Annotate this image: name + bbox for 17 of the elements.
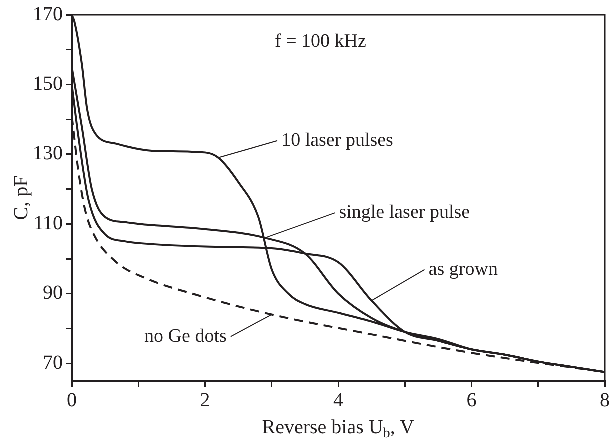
x-tick-label: 8 <box>600 389 610 412</box>
annotation: f = 100 kHz <box>275 30 366 52</box>
y-tick-label: 110 <box>34 212 63 234</box>
x-tick-label: 6 <box>466 389 477 412</box>
text: as grown <box>428 258 498 280</box>
y-tick-label: 170 <box>33 3 63 26</box>
y-tick-label: 150 <box>33 72 63 95</box>
y-tick-label: 70 <box>43 352 63 374</box>
legend-label: single laser pulse <box>339 202 470 224</box>
legend-label: 10 laser pulses <box>282 130 394 151</box>
y-axis-title: C, pF <box>10 176 32 220</box>
x-tick-label: 4 <box>334 389 344 412</box>
x-tick-label: 0 <box>67 389 77 412</box>
series-label: no Ge dots <box>144 326 227 347</box>
y-tick-label: 130 <box>33 142 63 165</box>
x-tick-label: 2 <box>200 389 210 412</box>
y-tick-label: 90 <box>43 282 63 304</box>
